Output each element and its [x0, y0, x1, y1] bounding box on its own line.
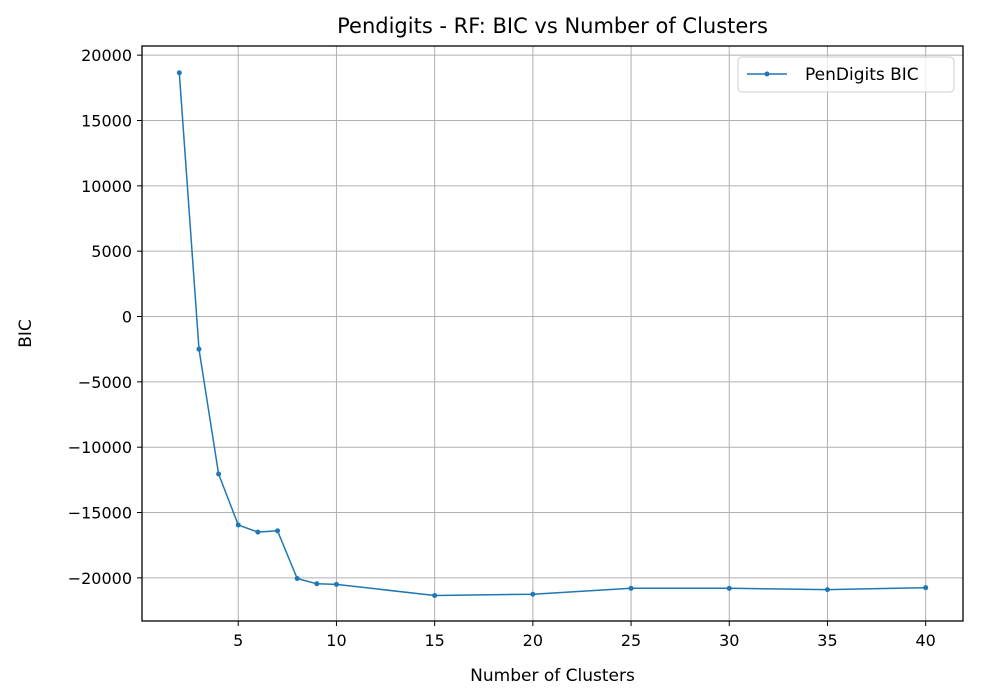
data-point [432, 593, 438, 599]
x-tick-label: 25 [621, 631, 641, 650]
y-tick-label: −10000 [68, 438, 132, 457]
y-tick-label: −15000 [68, 504, 132, 523]
y-tick-label: 5000 [91, 242, 132, 261]
data-point [275, 528, 281, 534]
x-tick-label: 5 [233, 631, 243, 650]
y-tick-label: −20000 [68, 569, 132, 588]
data-point [314, 581, 320, 587]
x-tick-label: 35 [817, 631, 837, 650]
data-point [255, 529, 261, 535]
x-tick-label: 40 [916, 631, 936, 650]
data-point [196, 346, 202, 352]
data-point [216, 471, 222, 477]
x-tick-label: 20 [523, 631, 543, 650]
data-point [824, 587, 830, 593]
x-tick-label: 15 [424, 631, 444, 650]
y-tick-label: −5000 [78, 373, 132, 392]
legend-box [737, 56, 955, 93]
chart-title: Pendigits - RF: BIC vs Number of Cluster… [337, 14, 768, 38]
legend-label: PenDigits BIC [805, 65, 919, 85]
data-point [235, 522, 241, 528]
data-point [176, 70, 182, 76]
series-layer [176, 70, 929, 599]
y-axis-label: BIC [16, 319, 36, 348]
series-line [178, 72, 926, 597]
y-tick-label: 0 [122, 308, 132, 327]
data-point [294, 576, 300, 582]
x-axis-label: Number of Clusters [470, 666, 635, 686]
data-point [726, 585, 732, 591]
grid [142, 46, 963, 621]
y-tick-label: 15000 [81, 111, 132, 130]
x-tick-label: 10 [326, 631, 346, 650]
data-point [530, 591, 536, 597]
x-tick-label: 30 [719, 631, 739, 650]
y-tick-label: 20000 [81, 46, 132, 65]
data-point [333, 581, 339, 587]
plot-frame [141, 45, 964, 622]
legend-marker-swatch [764, 71, 770, 77]
y-tick-label: 10000 [81, 177, 132, 196]
axis-ticks: 5 10 15 20 25 30 35 40 −20000 −15000 −10000 −5000 0 5… [68, 46, 936, 650]
data-point [628, 585, 634, 591]
legend: PenDigits BIC [737, 56, 955, 93]
data-point [923, 585, 929, 591]
